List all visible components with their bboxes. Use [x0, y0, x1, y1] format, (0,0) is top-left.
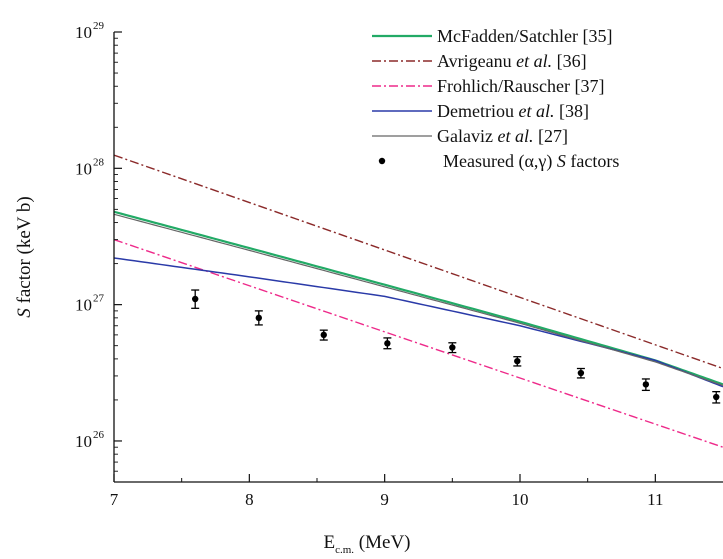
x-tick-label: 9 — [380, 490, 389, 509]
legend-label: Frohlich/Rauscher [37] — [437, 76, 604, 96]
measured-point-marker — [449, 344, 456, 351]
y-tick-label: 10 — [75, 23, 92, 42]
measured-point — [448, 342, 457, 354]
x-axis-label: Ec.m. (MeV) — [323, 532, 410, 556]
legend-item: Frohlich/Rauscher [37] — [372, 76, 604, 96]
measured-point — [576, 367, 585, 379]
measured-point-marker — [255, 314, 263, 322]
legend-item: Avrigeanu et al. [36] — [372, 51, 587, 71]
y-axis-label: S factor (keV b) — [14, 196, 35, 318]
legend-item: Measured (α,γ) S factors — [378, 151, 619, 172]
x-tick-label: 8 — [245, 490, 254, 509]
measured-point — [641, 378, 650, 392]
legend-label: Avrigeanu et al. [36] — [437, 51, 587, 71]
legend-item: McFadden/Satchler [35] — [372, 26, 612, 46]
legend-item: Galaviz et al. [27] — [372, 126, 568, 146]
y-tick-label: 10 — [75, 159, 92, 178]
series-layer — [114, 154, 723, 448]
legend-marker — [378, 157, 386, 165]
x-tick-label: 10 — [512, 490, 529, 509]
legend-label: Demetriou et al. [38] — [437, 101, 589, 121]
series-line-5 — [114, 213, 723, 387]
legend-label: Galaviz et al. [27] — [437, 126, 568, 146]
series-line-4 — [114, 257, 723, 388]
y-tick-label: 10 — [75, 296, 92, 315]
legend-label: McFadden/Satchler [35] — [437, 26, 612, 46]
measured-point-marker — [514, 357, 521, 365]
measured-point — [712, 391, 721, 404]
y-tick-exponent: 27 — [93, 293, 105, 305]
legend-label: Measured (α,γ) S factors — [443, 151, 619, 172]
measured-point — [254, 310, 263, 326]
measured-point — [319, 329, 328, 341]
legend: McFadden/Satchler [35] Avrigeanu et al. [… — [372, 26, 619, 172]
series-line-2 — [114, 154, 723, 370]
measured-point-marker — [642, 381, 650, 388]
measured-points-layer — [191, 289, 721, 404]
measured-point — [383, 337, 392, 350]
measured-point — [191, 289, 200, 309]
y-tick-label: 10 — [75, 432, 92, 451]
series-line-3 — [114, 238, 723, 448]
x-tick-label: 11 — [647, 490, 663, 509]
legend-item: Demetriou et al. [38] — [372, 101, 589, 121]
measured-point-marker — [192, 295, 199, 303]
x-tick-label: 7 — [110, 490, 119, 509]
measured-point-marker — [384, 340, 391, 347]
measured-point-marker — [713, 393, 720, 401]
measured-point-marker — [577, 369, 585, 377]
y-tick-exponent: 26 — [93, 429, 105, 441]
y-tick-exponent: 28 — [93, 156, 105, 168]
series-line-1 — [114, 210, 723, 386]
measured-point — [513, 356, 522, 367]
measured-point-marker — [320, 331, 327, 339]
y-tick-exponent: 29 — [93, 20, 105, 32]
